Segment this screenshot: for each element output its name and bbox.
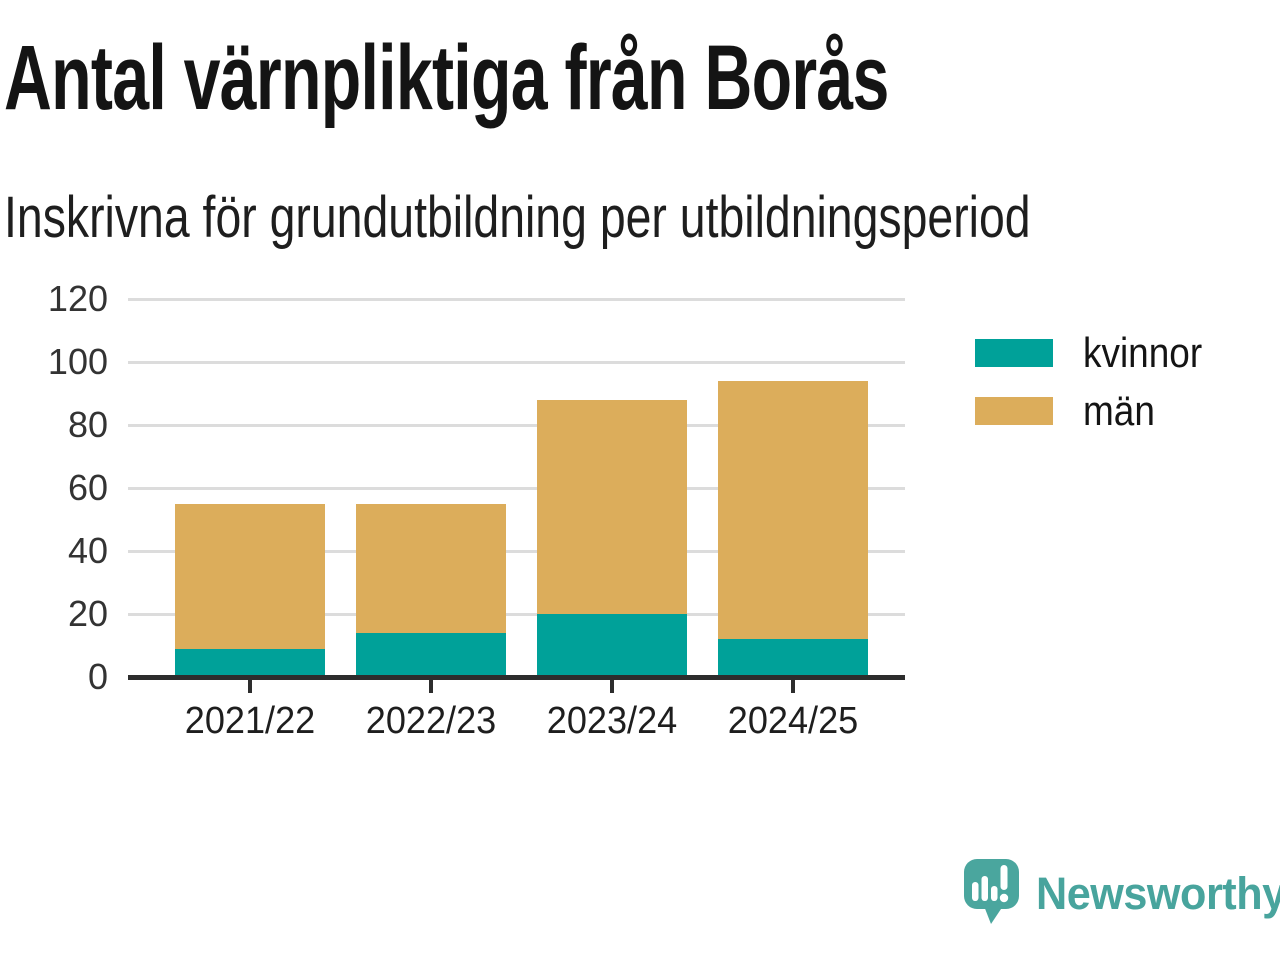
x-axis-label-2022/23: 2022/23 [365, 700, 497, 742]
x-axis-tick-2022/23 [429, 680, 433, 693]
grid-line-20 [128, 612, 905, 616]
legend-label-kvinnor: kvinnor [1083, 329, 1203, 376]
x-axis-label-2024/25: 2024/25 [727, 700, 859, 742]
grid-line-120 [128, 297, 905, 301]
legend-swatch-kvinnor [975, 339, 1053, 367]
x-axis-tick-2021/22 [248, 680, 252, 693]
y-axis-label-60: 60 [67, 467, 108, 508]
chart-subtitle: Inskrivna för grundutbildning per utbild… [4, 185, 1031, 250]
grid-line-80 [128, 423, 905, 427]
plot-area: 0 20 40 60 80 100 120 2021/22 2022/23 2023/24 2024… [47, 278, 905, 742]
grid-line-100 [128, 360, 905, 364]
y-axis-label-40: 40 [67, 530, 108, 571]
y-axis-label-80: 80 [67, 404, 108, 445]
bar-segment-män-2021/22 [175, 503, 325, 649]
x-axis-tick-2024/25 [791, 680, 795, 693]
legend-label-man: män [1083, 387, 1155, 434]
newsworthy-speech-bubble-bar-chart-icon [964, 859, 1019, 924]
x-axis-label-2023/24: 2023/24 [546, 700, 678, 742]
y-axis-label-100: 100 [47, 341, 108, 382]
bar-segment-kvinnor-2022/23 [356, 632, 506, 677]
x-axis-tick-2023/24 [610, 680, 614, 693]
newsworthy-logo-text: Newsworthy [1036, 868, 1280, 919]
bar-segment-kvinnor-2024/25 [718, 639, 868, 677]
newsworthy-logo: Newsworthy [958, 856, 1280, 934]
grid-line-40 [128, 549, 905, 553]
x-axis-label-2021/22: 2021/22 [184, 700, 316, 742]
bar-segment-män-2022/23 [356, 503, 506, 633]
bar-segment-män-2024/25 [718, 380, 868, 640]
y-axis-label-120: 120 [47, 278, 108, 319]
bar-segment-kvinnor-2023/24 [537, 614, 687, 677]
chart-title: Antal värnpliktiga från Borås [4, 27, 889, 129]
y-axis-label-20: 20 [67, 593, 108, 634]
grid-line-60 [128, 486, 905, 490]
x-axis-line [128, 675, 905, 680]
y-axis-label-0: 0 [87, 656, 108, 697]
legend-swatch-man [975, 397, 1053, 425]
bar-segment-män-2023/24 [537, 399, 687, 614]
bar-segment-kvinnor-2021/22 [175, 648, 325, 677]
